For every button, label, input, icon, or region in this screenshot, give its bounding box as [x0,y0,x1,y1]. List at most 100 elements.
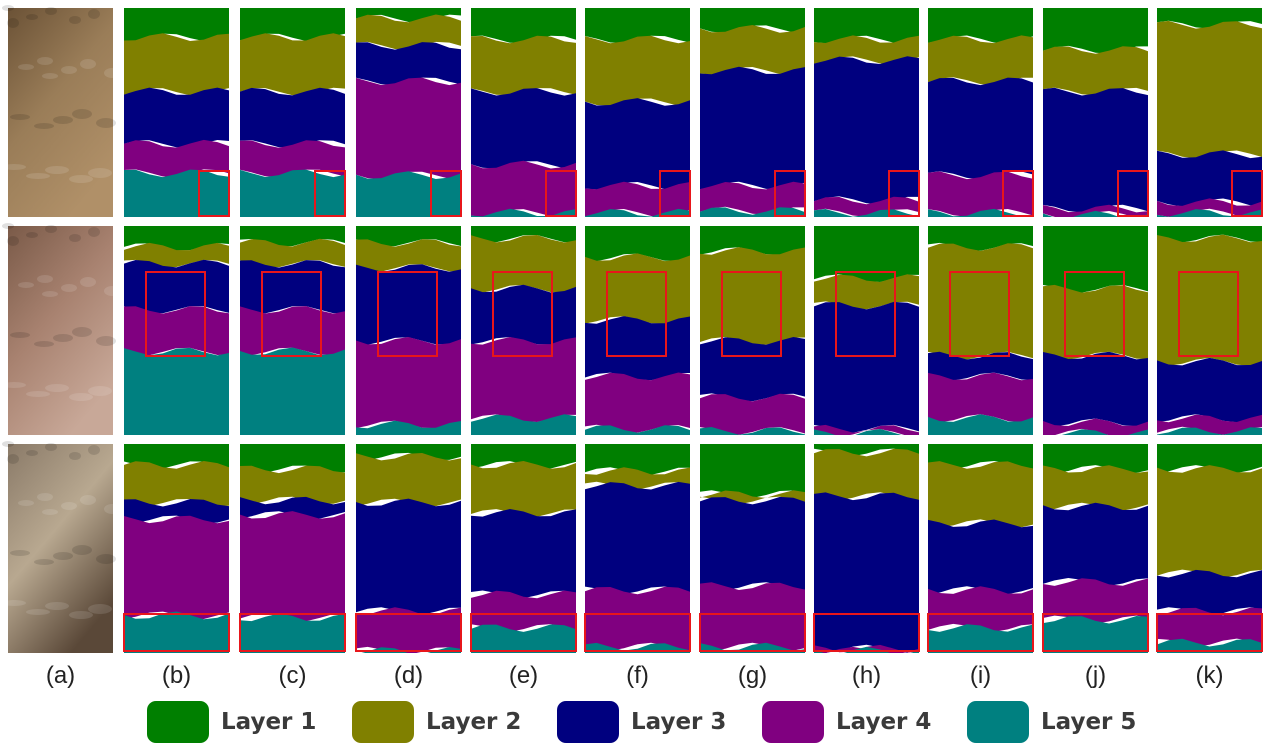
layer-2-region [1157,234,1262,366]
segmentation-map-row-3-col-6 [584,444,691,653]
layer-3-region [928,519,1033,595]
photo-texture [88,386,112,396]
photo-texture [69,393,93,401]
highlight-box [198,170,230,217]
layer-4-region [700,582,805,651]
photo-texture [69,175,93,183]
layer-4-region [585,181,690,217]
photo-texture [69,234,81,242]
layer-1-region [585,444,690,475]
layer-2-region [356,453,461,507]
layer-5-region [585,208,690,217]
layer-2-region [814,448,919,501]
segmentation-map-row-3-col-11 [1156,444,1263,653]
photo-texture [34,123,54,129]
layer-4-region [124,515,229,619]
photo-texture [42,509,58,515]
layer-3-region [471,88,576,169]
highlight-box [377,271,438,357]
photo-texture [45,443,57,451]
layer-2-region [124,461,229,507]
layer-4-region [356,607,461,653]
column-label-8: (h) [851,662,882,689]
layer-4-region [471,337,576,422]
layer-5-region [356,420,461,435]
layer-5-region [240,169,345,217]
layer-3-region [356,498,461,615]
layer-2-region [471,235,576,293]
layer-5-region [356,171,461,217]
column-label-10: (j) [1084,662,1107,689]
photo-texture [104,504,120,514]
highlight-box [261,271,322,357]
layer-3-region [471,284,576,345]
legend-item-layer-4: Layer 4 [762,700,931,744]
column-label-6: (f) [626,662,649,689]
layer-1-region [1157,8,1262,29]
photo-texture [7,18,19,28]
soil-photo-row-1 [8,8,113,217]
layer-4-region [240,306,345,356]
photo-texture [61,66,77,74]
layer-4-region [1043,578,1148,624]
photo-texture [88,168,112,178]
layer-3-region [240,496,345,519]
layer-4-region [1157,414,1262,435]
photo-texture [7,454,19,464]
layer-5-region [1157,638,1262,653]
photo-texture [69,452,81,460]
legend-swatch [557,701,619,743]
layer-5-region [585,425,690,435]
photo-texture [2,382,26,388]
column-label-3: (c) [278,662,307,689]
layer-5-region [814,429,902,435]
layer-2-region [1043,465,1148,511]
highlight-box [470,613,577,652]
photo-texture [53,334,73,342]
layer-4-region [814,424,919,435]
layer-4-region [585,586,690,651]
photo-texture [61,502,77,510]
layer-5-region [928,624,1033,653]
highlight-box [606,271,667,357]
photo-texture [80,495,96,505]
layer-5-region [471,624,576,653]
photo-texture [72,545,92,555]
segmentation-map-row-3-col-5 [470,444,577,653]
layer-4-region [240,140,345,177]
layer-1-region [356,226,461,247]
layer-5-region [124,169,229,217]
layer-3-region [1043,351,1148,427]
layer-1-region [124,8,229,42]
layer-2-region [700,25,805,75]
layer-2-region [585,253,690,324]
layer-1-region [700,8,805,33]
layer-1-region [240,444,345,473]
legend-label: Layer 5 [1041,709,1137,735]
layer-5-region [1157,209,1262,217]
segmentation-map-row-3-col-3 [239,444,346,653]
segmentation-map-row-2-col-11 [1157,226,1262,435]
photo-texture [42,291,58,297]
photo-texture [26,14,38,20]
column-label-11: (k) [1195,662,1224,689]
photo-texture [26,609,50,615]
layer-1-region [471,226,576,243]
photo-texture [7,236,19,246]
layer-4-region [700,393,805,435]
photo-texture [96,118,116,128]
segmentation-map-row-3-col-10 [1042,444,1149,653]
layer-1-region [124,444,229,469]
layer-2-region [124,33,229,96]
highlight-box [145,271,206,357]
segmentation-map-row-3-col-4 [355,444,462,653]
segmentation-map-row-2-col-8 [814,226,919,435]
layer-2-region [928,243,1033,360]
layer-3-region [928,77,1033,180]
layer-4-region [240,511,345,622]
legend-label: Layer 2 [426,709,522,735]
segmentation-map-row-1-col-9 [928,8,1034,217]
segmentation-map-row-2-col-4 [356,226,461,435]
segmentation-map-row-3-col-2 [123,444,230,653]
layer-4-region [1157,198,1262,217]
